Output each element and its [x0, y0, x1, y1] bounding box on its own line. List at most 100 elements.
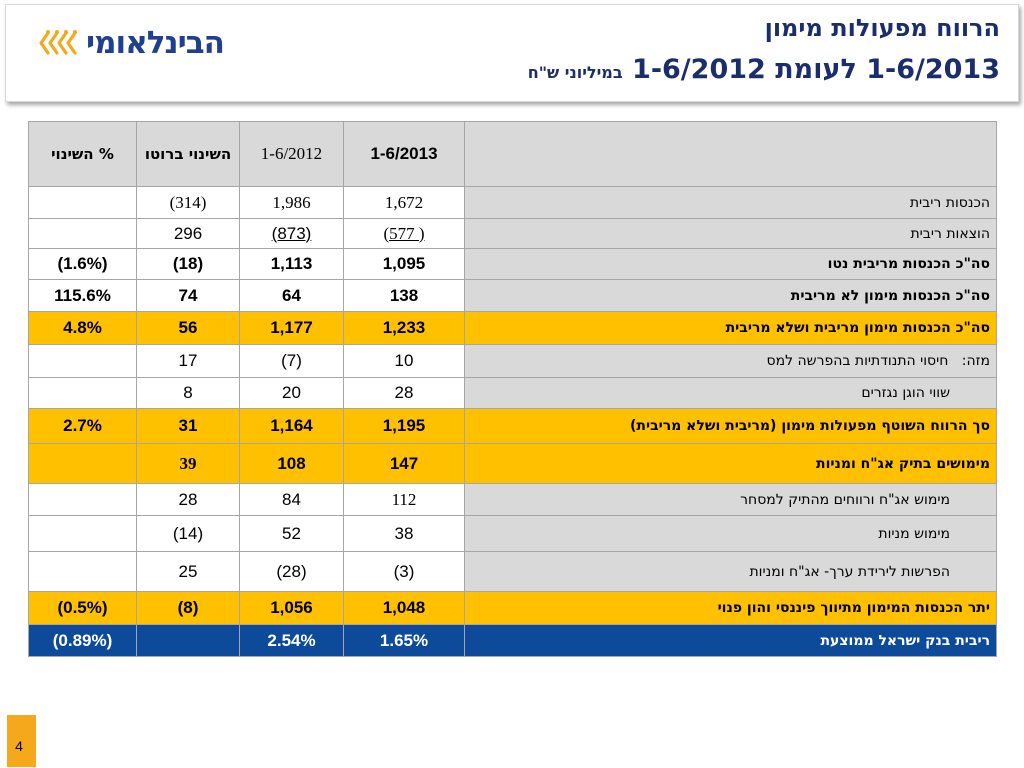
change-cell: 56	[136, 311, 240, 345]
v2012-cell: 108	[239, 443, 344, 484]
v2013-cell: (577 )	[343, 218, 465, 249]
v2013-cell: 28	[343, 377, 465, 409]
pct-cell	[28, 483, 137, 516]
v2012-cell: 1,164	[239, 408, 344, 444]
row-label: סה"כ הכנסות מימון מריבית ושלא מריבית	[464, 311, 997, 345]
change-cell: 17	[136, 344, 240, 378]
v2013-cell: 1,233	[343, 311, 465, 345]
table-row-highlight: 2.7% 31 1,164 1,195 סך הרווח השוטף מפעול…	[28, 408, 997, 444]
row-label: הכנסות ריבית	[464, 186, 997, 219]
change-cell: 39	[136, 443, 240, 484]
header-box: הבינלאומי	[5, 4, 1019, 102]
table-row: 25 (28) (3) הפרשות לירידת ערך- אג"ח ומני…	[28, 551, 997, 592]
pct-cell: 4.8%	[28, 311, 137, 345]
table-row: (314) 1,986 1,672 הכנסות ריבית	[28, 186, 997, 219]
page-number-box	[7, 715, 36, 767]
table-row-rate: (0.89%) 2.54% 1.65% ריבית בנק ישראל ממוצ…	[28, 624, 997, 657]
v2012-cell: 1,177	[239, 311, 344, 345]
table-row: 8 20 28 שווי הוגן נגזרים	[28, 377, 997, 409]
pct-cell	[28, 551, 137, 592]
row-label: הפרשות לירידת ערך- אג"ח ומניות	[464, 551, 997, 592]
v2013-cell: (3)	[343, 551, 465, 592]
pct-cell: 2.7%	[28, 408, 137, 444]
table-row: 17 (7) 10 מזה: חיסוי התנודתיות בהפרשה למ…	[28, 344, 997, 378]
v2013-cell: 38	[343, 515, 465, 552]
change-cell	[136, 624, 240, 657]
bank-logo: הבינלאומי	[38, 23, 225, 63]
table-row-highlight: 39 108 147 מימושים בתיק אג"ח ומניות	[28, 443, 997, 484]
v2012-cell: 84	[239, 483, 344, 516]
logo-chevrons-icon	[38, 27, 80, 59]
page-subtitle: 1-6/2013 לעומת 1-6/2012 במיליוני ש"ח	[528, 54, 1000, 85]
row-label: סך הרווח השוטף מפעולות מימון (מריבית ושל…	[464, 408, 997, 444]
table-row: 28 84 112 מימוש אג"ח ורווחים מהתיק למסחר	[28, 483, 997, 516]
pct-cell: (0.89%)	[28, 624, 137, 657]
row-label: הוצאות ריבית	[464, 218, 997, 249]
v2012-cell: 1,986	[239, 186, 344, 219]
v2012-value: (873)	[271, 223, 312, 243]
v2012-cell: (7)	[239, 344, 344, 378]
header-label-blank	[464, 121, 997, 187]
row-label: שווי הוגן נגזרים	[464, 377, 997, 409]
pct-cell	[28, 515, 137, 552]
period-comparison: 1-6/2013 לעומת 1-6/2012	[632, 54, 1000, 85]
v2012-cell: 1,056	[239, 591, 344, 625]
v2012-cell: (28)	[239, 551, 344, 592]
financing-income-table: % השינוי השינוי ברוטו 1-6/2012 1-6/2013 …	[28, 121, 997, 657]
table-row: (1.6%) (18) 1,113 1,095 סה"כ הכנסות מריב…	[28, 248, 997, 280]
change-cell: 25	[136, 551, 240, 592]
v2013-value: (577 )	[383, 223, 425, 243]
v2012-cell: 64	[239, 279, 344, 312]
change-cell: 31	[136, 408, 240, 444]
v2012-cell: 2.54%	[239, 624, 344, 657]
table-row-highlight: 4.8% 56 1,177 1,233 סה"כ הכנסות מימון מר…	[28, 311, 997, 345]
logo-text: הבינלאומי	[86, 25, 225, 61]
v2013-cell: 138	[343, 279, 465, 312]
page-title: הרווח מפעולות מימון	[764, 14, 1000, 42]
table-row: 296 (873) (577 ) הוצאות ריבית	[28, 218, 997, 249]
pct-cell: (1.6%)	[28, 248, 137, 280]
header-2013: 1-6/2013	[343, 121, 465, 187]
pct-cell	[28, 186, 137, 219]
pct-cell	[28, 377, 137, 409]
v2013-cell: 1,672	[343, 186, 465, 219]
pct-cell	[28, 443, 137, 484]
v2013-cell: 1,048	[343, 591, 465, 625]
pct-cell: 115.6%	[28, 279, 137, 312]
row-label: מימוש מניות	[464, 515, 997, 552]
v2013-cell: 112	[343, 483, 465, 516]
row-label: סה"כ הכנסות מימון לא מריבית	[464, 279, 997, 312]
table-row-highlight: (0.5%) (8) 1,056 1,048 יתר הכנסות המימון…	[28, 591, 997, 625]
pct-cell	[28, 344, 137, 378]
v2012-cell: (873)	[239, 218, 344, 249]
pct-cell: (0.5%)	[28, 591, 137, 625]
row-label: סה"כ הכנסות מריבית נטו	[464, 248, 997, 280]
header-2012: 1-6/2012	[239, 121, 344, 187]
header-pct-change: % השינוי	[28, 121, 137, 187]
row-label: מימוש אג"ח ורווחים מהתיק למסחר	[464, 483, 997, 516]
change-cell: (18)	[136, 248, 240, 280]
table-row: (14) 52 38 מימוש מניות	[28, 515, 997, 552]
change-cell: (14)	[136, 515, 240, 552]
v2013-cell: 1,195	[343, 408, 465, 444]
v2013-cell: 1,095	[343, 248, 465, 280]
v2013-cell: 1.65%	[343, 624, 465, 657]
change-cell: 296	[136, 218, 240, 249]
row-label: יתר הכנסות המימון מתיווך פיננסי והון פנו…	[464, 591, 997, 625]
change-cell: 74	[136, 279, 240, 312]
table-row: 115.6% 74 64 138 סה"כ הכנסות מימון לא מר…	[28, 279, 997, 312]
change-cell: (8)	[136, 591, 240, 625]
unit-label: במיליוני ש"ח	[527, 63, 623, 82]
row-label: ריבית בנק ישראל ממוצעת	[464, 624, 997, 657]
page-number: 4	[15, 738, 23, 754]
table-header-row: % השינוי השינוי ברוטו 1-6/2012 1-6/2013	[28, 121, 997, 187]
v2013-cell: 147	[343, 443, 465, 484]
change-cell: (314)	[136, 186, 240, 219]
v2013-cell: 10	[343, 344, 465, 378]
change-cell: 8	[136, 377, 240, 409]
row-label: מימושים בתיק אג"ח ומניות	[464, 443, 997, 484]
change-cell: 28	[136, 483, 240, 516]
v2012-cell: 1,113	[239, 248, 344, 280]
header-gross-change: השינוי ברוטו	[136, 121, 240, 187]
row-label: מזה: חיסוי התנודתיות בהפרשה למס	[464, 344, 997, 378]
